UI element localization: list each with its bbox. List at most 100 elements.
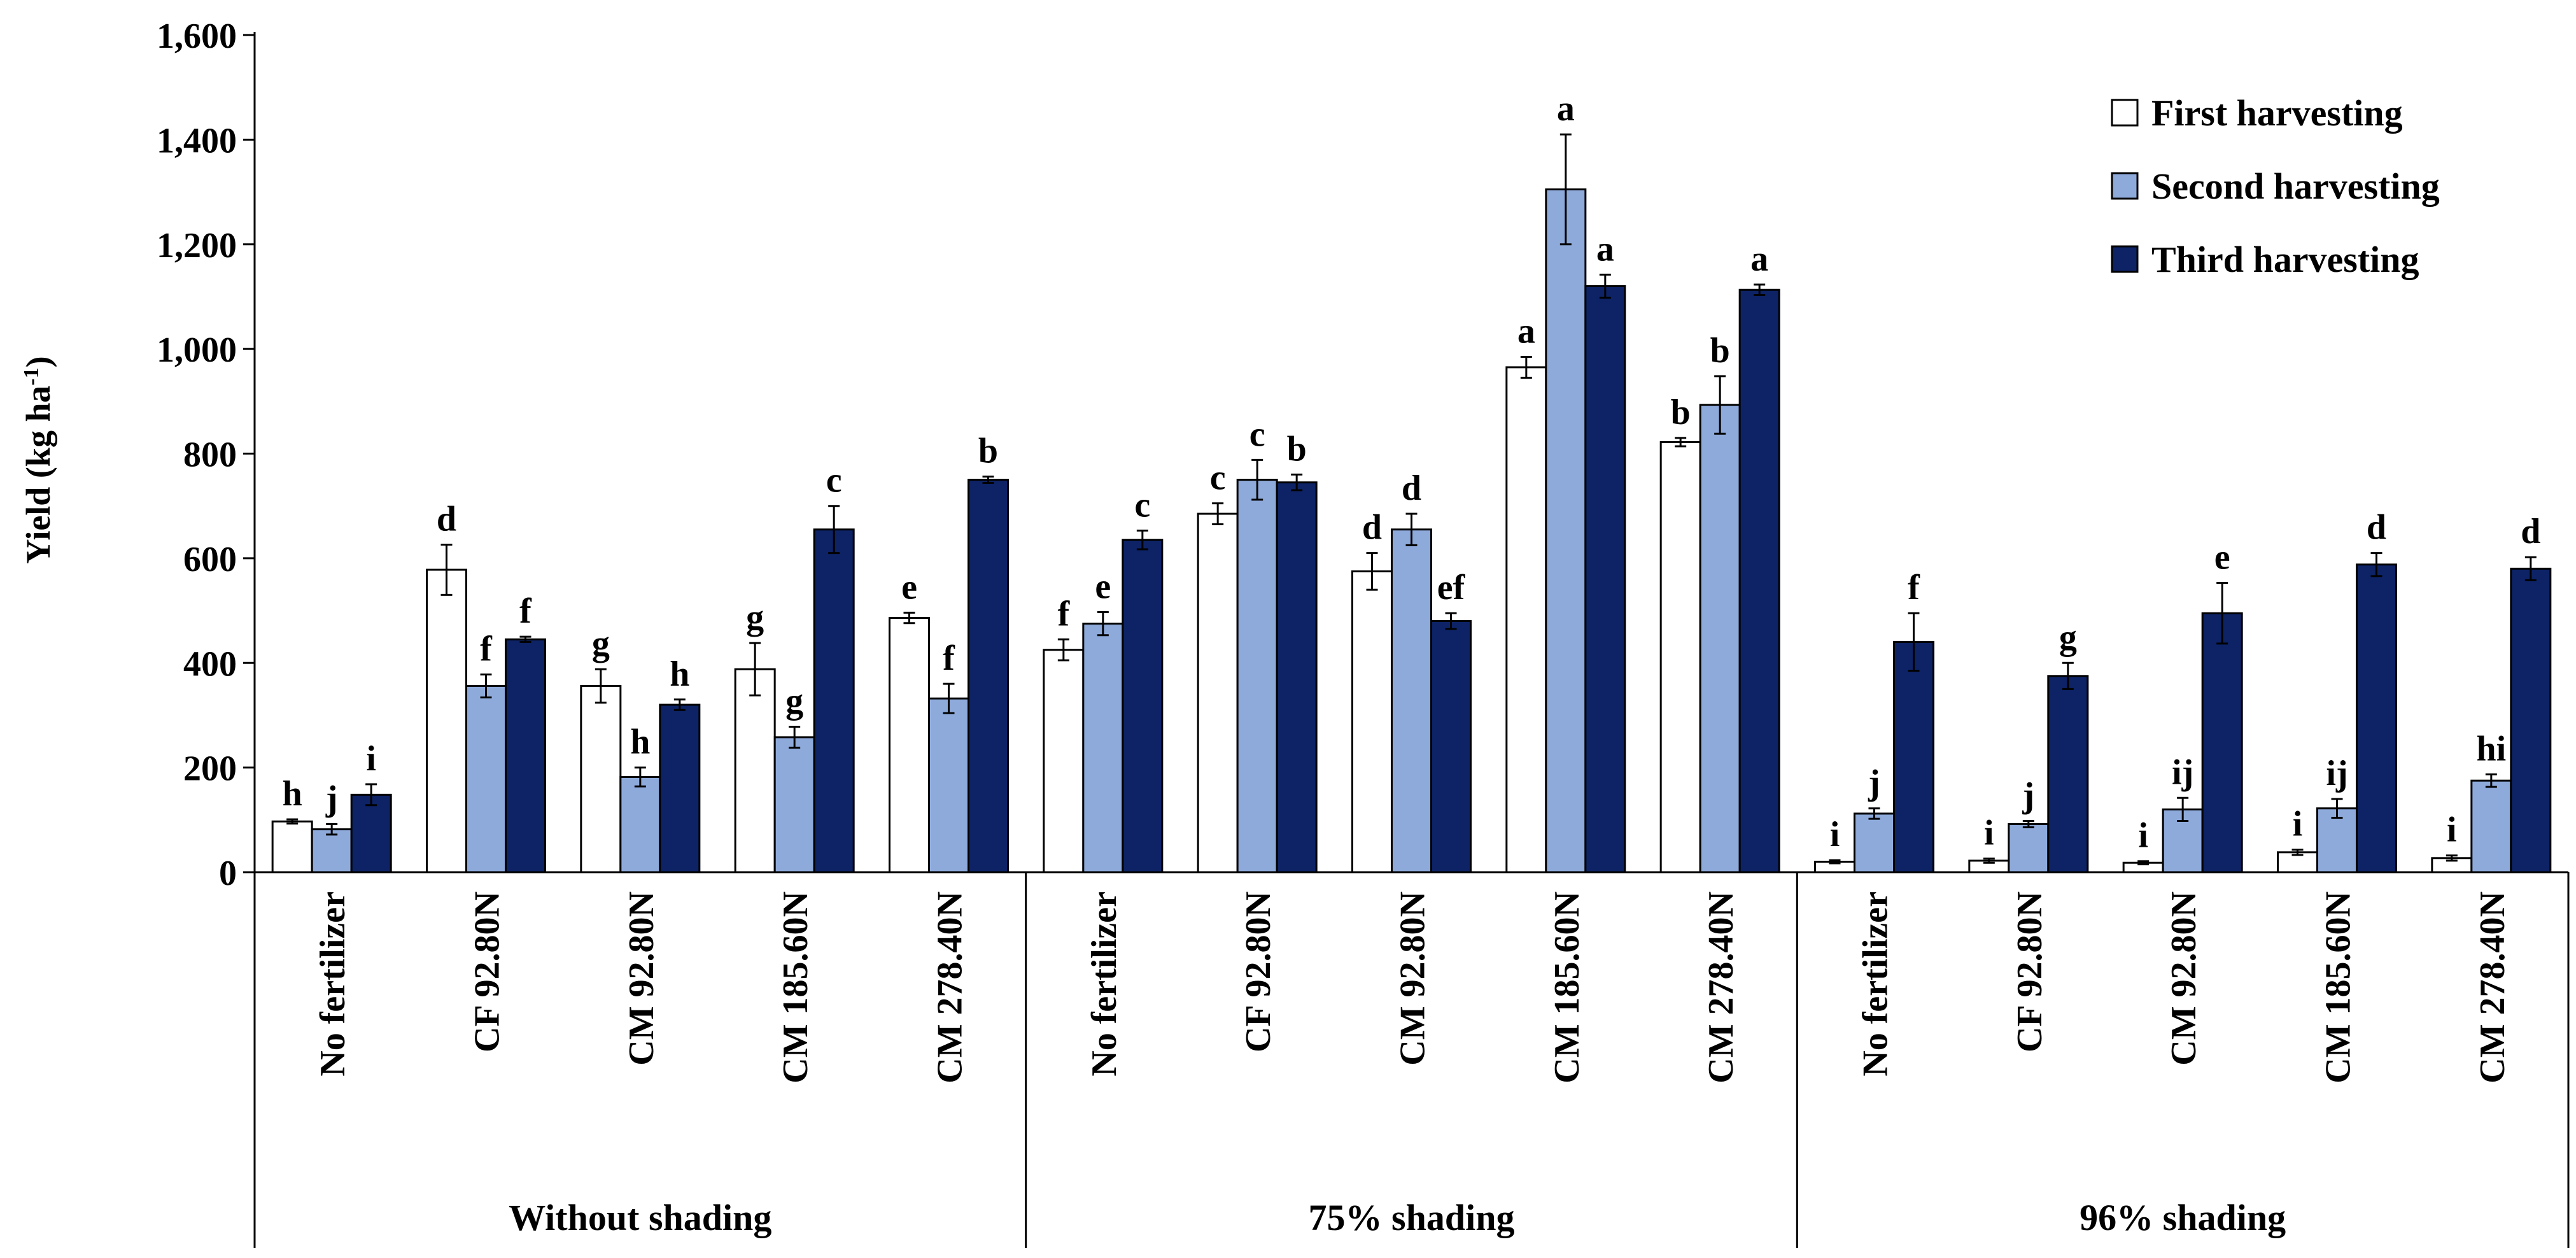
legend-label: First harvesting — [2151, 92, 2403, 134]
significance-letter: j — [1868, 763, 1880, 803]
category-label: CM 278.40N — [931, 891, 970, 1084]
bar — [928, 697, 969, 873]
legend-label: Third harvesting — [2151, 239, 2419, 280]
chart-axes: 0 200 400 600 800 1,000 1,200 1,400 1,600 Yield (… — [19, 17, 2570, 1248]
bar — [2356, 563, 2397, 873]
bar — [1545, 188, 1587, 873]
bar — [271, 820, 313, 873]
bar — [2047, 675, 2089, 873]
significance-letter: e — [1095, 567, 1111, 607]
category-label: CM 185.60N — [1547, 891, 1587, 1084]
significance-letter: a — [1596, 229, 1614, 269]
significance-letter: f — [943, 639, 955, 678]
category-label: CM 185.60N — [2319, 891, 2358, 1084]
bar — [1043, 649, 1085, 873]
bar — [2316, 807, 2358, 873]
significance-letter: g — [746, 598, 764, 637]
bar — [465, 684, 507, 873]
chart-x-labels: No fertilizer CF 92.80N CM 92.80N CM 185.60… — [313, 891, 2512, 1238]
category-label: CM 278.40N — [1701, 891, 1741, 1084]
y-tick-label: 400 — [183, 644, 237, 684]
significance-letter: ij — [2172, 753, 2193, 792]
significance-letter: i — [2447, 810, 2457, 850]
significance-letter: i — [1984, 814, 1994, 853]
category-label: CM 92.80N — [1393, 891, 1433, 1066]
significance-letter: f — [1908, 568, 1920, 607]
y-tick-label: 1,000 — [157, 330, 237, 370]
significance-letter: c — [1134, 485, 1150, 525]
significance-letter: h — [670, 654, 689, 694]
bar — [2470, 779, 2512, 873]
significance-letter: f — [480, 629, 493, 668]
significance-letter: j — [325, 779, 338, 818]
legend-swatch — [2111, 172, 2139, 200]
significance-letter: f — [519, 591, 532, 631]
significance-letter: d — [1362, 508, 1382, 548]
category-label: No fertilizer — [1856, 891, 1896, 1077]
significance-letter: e — [901, 567, 917, 607]
bar — [1584, 285, 1626, 873]
significance-letter: b — [1710, 331, 1730, 371]
chart-legend: First harvesting Second harvesting Third h… — [2111, 92, 2440, 280]
significance-letter: b — [1287, 429, 1307, 469]
bar — [1391, 528, 1432, 873]
significance-letter: a — [1750, 239, 1768, 279]
bar — [1430, 620, 1472, 873]
significance-letter: j — [2022, 775, 2035, 815]
significance-letter: i — [2138, 816, 2148, 856]
bar — [1122, 539, 1164, 873]
group-label: 75% shading — [1309, 1197, 1515, 1238]
significance-letter: b — [978, 432, 998, 471]
legend-swatch — [2111, 245, 2139, 273]
significance-letter: h — [630, 723, 650, 762]
category-label: CM 92.80N — [622, 891, 661, 1066]
bar — [1082, 623, 1124, 873]
significance-letter: h — [283, 774, 302, 814]
bar — [813, 528, 855, 873]
significance-letter: a — [1517, 311, 1535, 351]
bar — [1351, 570, 1393, 873]
y-tick-label: 1,200 — [157, 226, 237, 265]
significance-letter: i — [1830, 815, 1840, 854]
bar — [1893, 640, 1934, 873]
significance-letter: c — [1249, 414, 1265, 454]
group-label: 96% shading — [2080, 1197, 2286, 1238]
y-tick-label: 0 — [219, 854, 237, 893]
category-label: CF 92.80N — [468, 891, 507, 1052]
significance-letter: d — [2367, 508, 2386, 548]
significance-letter: c — [826, 461, 842, 500]
bar — [659, 703, 701, 873]
significance-letter: g — [592, 624, 610, 663]
category-label: CM 185.60N — [776, 891, 815, 1084]
significance-letter: i — [366, 739, 376, 779]
y-tick-label: 1,400 — [157, 121, 237, 160]
significance-letter: f — [1058, 594, 1071, 633]
legend-swatch — [2111, 99, 2139, 127]
category-label: CF 92.80N — [2010, 891, 2050, 1052]
bar — [1197, 512, 1239, 873]
bar — [580, 684, 622, 873]
bar — [773, 736, 815, 873]
legend-label: Second harvesting — [2151, 166, 2440, 207]
significance-letter: g — [785, 682, 803, 721]
bar — [2201, 612, 2243, 873]
bar — [1738, 288, 1780, 873]
bar — [619, 775, 661, 873]
significance-letter: hi — [2476, 729, 2506, 768]
bar — [2510, 567, 2552, 873]
y-tick-label: 1,600 — [157, 17, 237, 56]
y-tick-label: 600 — [183, 540, 237, 579]
bar — [889, 617, 930, 873]
significance-letter: d — [1402, 469, 1421, 508]
bar — [1854, 812, 1895, 873]
significance-letter: g — [2059, 618, 2077, 657]
significance-letter: e — [2214, 538, 2230, 577]
category-label: CF 92.80N — [1239, 891, 1278, 1052]
bar — [1699, 404, 1741, 873]
category-label: No fertilizer — [313, 891, 353, 1077]
significance-letter: c — [1210, 458, 1226, 498]
bar — [968, 479, 1009, 873]
bar — [2008, 823, 2050, 873]
